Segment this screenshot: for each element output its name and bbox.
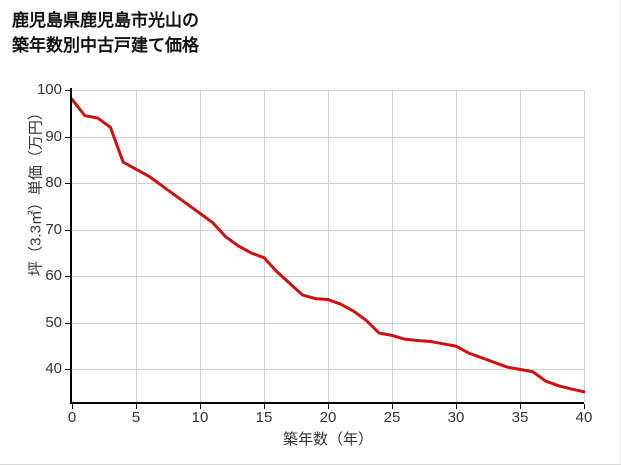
y-tick-label-wrap: 50 — [18, 315, 62, 330]
page-title: 鹿児島県鹿児島市光山の 築年数別中古戸建て価格 — [12, 8, 442, 58]
x-tick-mark — [264, 404, 265, 409]
y-tick-mark — [65, 136, 70, 138]
plot-area — [70, 90, 586, 402]
x-tick-mark — [584, 404, 585, 409]
gridline-vertical — [264, 90, 265, 402]
y-tick-mark — [65, 322, 70, 324]
series-line-tsubo-unit-price — [70, 97, 586, 394]
y-tick-label-wrap: 60 — [18, 268, 62, 283]
gridline-vertical — [392, 90, 393, 402]
y-axis-spine — [70, 88, 72, 404]
x-tick-mark — [392, 404, 393, 409]
x-tick-mark — [520, 404, 521, 409]
x-tick-mark — [200, 404, 201, 409]
y-axis-label: 坪（3.3㎡）単価（万円） — [27, 105, 45, 276]
gridline-vertical — [136, 90, 137, 402]
x-tick-label: 0 — [67, 409, 77, 426]
gridline-vertical — [200, 90, 201, 402]
x-axis-spine — [70, 402, 584, 404]
y-tick-mark — [65, 276, 70, 278]
x-tick-label: 10 — [191, 409, 209, 426]
line-series-chart — [70, 97, 586, 394]
x-tick-mark — [456, 404, 457, 409]
y-tick-mark — [65, 90, 70, 91]
y-tick-mark — [65, 183, 70, 185]
x-tick-label: 20 — [319, 409, 337, 426]
chart-title-line-2: 築年数別中古戸建て価格 — [12, 36, 199, 55]
x-axis-label: 築年数（年） — [282, 431, 373, 448]
y-tick-mark — [65, 369, 70, 371]
x-tick-mark — [72, 404, 73, 409]
x-tick-label: 25 — [383, 409, 401, 426]
y-tick-label: 80 — [45, 174, 62, 192]
y-tick-label: 40 — [45, 360, 62, 378]
y-tick-label: 90 — [45, 127, 62, 145]
y-tick-mark — [65, 229, 70, 231]
y-tick-label-wrap: 80 — [18, 175, 62, 190]
gridline-vertical — [520, 90, 521, 402]
x-tick-label: 30 — [447, 409, 465, 426]
x-tick-label: 40 — [575, 409, 593, 426]
y-tick-label: 60 — [45, 267, 62, 285]
x-tick-label: 15 — [255, 409, 273, 426]
x-tick-mark — [328, 404, 329, 409]
x-tick-mark — [136, 404, 137, 409]
gridline-vertical — [584, 90, 585, 402]
y-tick-label-wrap: 40 — [18, 361, 62, 376]
x-tick-label: 5 — [131, 409, 141, 426]
y-tick-label-wrap: 90 — [18, 129, 62, 144]
y-tick-label: 100 — [36, 81, 62, 98]
y-tick-label-wrap: 100 — [18, 82, 62, 97]
chart-title-line-1: 鹿児島県鹿児島市光山の — [12, 11, 199, 30]
y-tick-label: 50 — [45, 313, 62, 331]
gridline-vertical — [328, 90, 329, 402]
x-tick-label: 35 — [511, 409, 529, 426]
gridline-vertical — [456, 90, 457, 402]
y-tick-label-wrap: 70 — [18, 222, 62, 237]
y-tick-label: 70 — [45, 220, 62, 238]
